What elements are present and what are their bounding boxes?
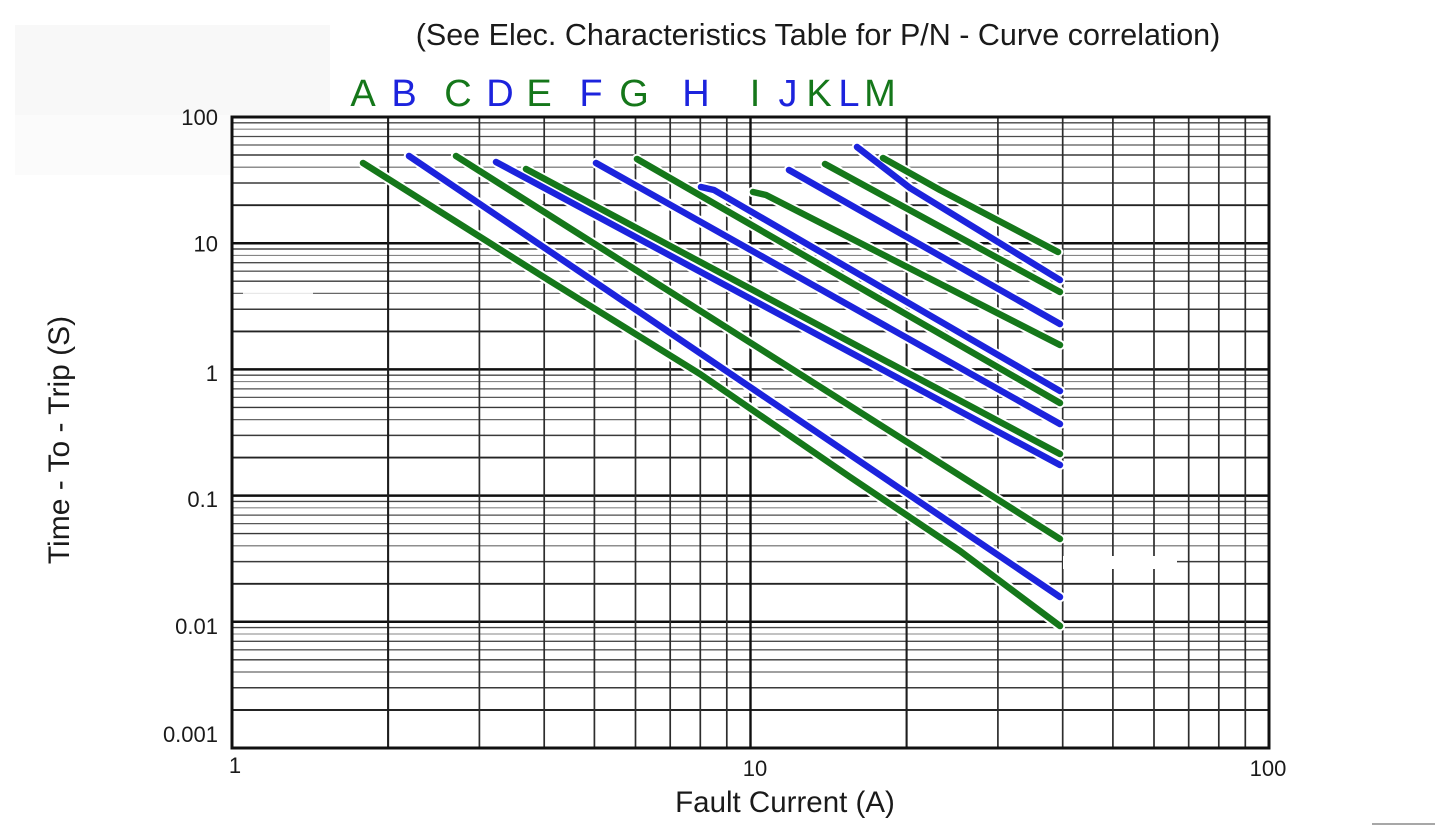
svg-text:K: K bbox=[806, 73, 831, 115]
svg-text:10: 10 bbox=[194, 231, 218, 256]
svg-text:B: B bbox=[391, 73, 416, 115]
svg-text:100: 100 bbox=[181, 105, 218, 130]
svg-text:G: G bbox=[619, 73, 649, 115]
svg-text:I: I bbox=[750, 73, 761, 115]
svg-text:E: E bbox=[526, 73, 551, 115]
svg-text:10: 10 bbox=[743, 756, 767, 781]
svg-text:H: H bbox=[682, 73, 709, 115]
svg-text:0.001: 0.001 bbox=[163, 722, 218, 747]
svg-text:J: J bbox=[779, 73, 798, 115]
svg-text:A: A bbox=[350, 73, 376, 115]
svg-text:1: 1 bbox=[206, 361, 218, 386]
svg-text:C: C bbox=[444, 73, 471, 115]
svg-text:M: M bbox=[864, 73, 896, 115]
svg-text:L: L bbox=[838, 73, 859, 115]
svg-text:D: D bbox=[486, 73, 513, 115]
svg-text:0.1: 0.1 bbox=[187, 487, 218, 512]
svg-text:Fault Current (A): Fault Current (A) bbox=[675, 786, 895, 819]
svg-text:100: 100 bbox=[1250, 756, 1287, 781]
svg-text:1: 1 bbox=[229, 753, 241, 778]
svg-text:(See Elec. Characteristics Tab: (See Elec. Characteristics Table for P/N… bbox=[416, 18, 1221, 52]
svg-text:Time - To - Trip (S): Time - To - Trip (S) bbox=[43, 316, 76, 564]
svg-text:0.01: 0.01 bbox=[175, 614, 218, 639]
svg-text:F: F bbox=[579, 73, 602, 115]
